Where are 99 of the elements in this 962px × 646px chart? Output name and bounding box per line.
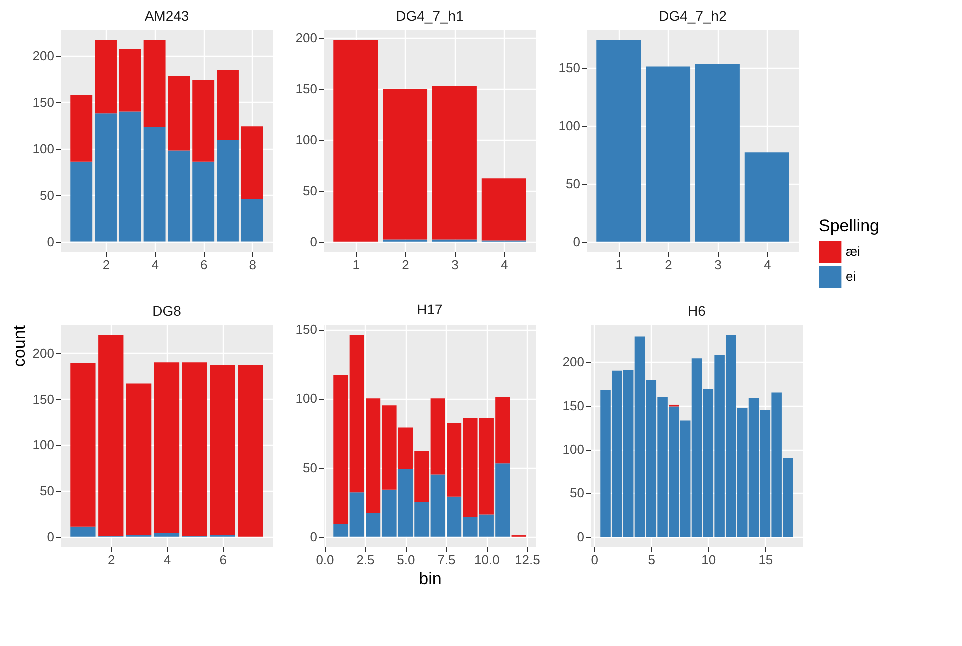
x-tick-label: 2 (665, 258, 672, 272)
y-tick-label: 150 (562, 398, 584, 414)
y-tick-label: 100 (558, 118, 580, 134)
x-tick-label: 7.5 (438, 552, 456, 568)
bar (168, 76, 190, 151)
bar (596, 40, 642, 242)
bar (646, 66, 691, 242)
bar (192, 80, 215, 162)
bar (98, 335, 124, 536)
y-tick-label: 100 (32, 141, 54, 156)
y-tick-label: 150 (32, 94, 54, 110)
legend-title: Spelling (819, 216, 880, 236)
bar (144, 40, 166, 128)
bar (210, 365, 236, 536)
y-tick-label: 200 (296, 30, 318, 46)
bar (182, 362, 208, 536)
bar (334, 375, 348, 524)
y-tick-label: 200 (32, 48, 54, 64)
bar (70, 95, 93, 162)
bar (144, 128, 166, 242)
chart-title: DG4_7_h2 (659, 8, 728, 24)
x-tick-label: 15 (758, 552, 774, 568)
y-tick-label: 0 (47, 529, 54, 544)
y-tick-label: 0 (310, 529, 318, 544)
bar (154, 533, 180, 537)
bar (126, 384, 152, 536)
x-tick-label: 2 (108, 552, 116, 568)
chart-title: DG4_7_h1 (396, 8, 464, 24)
x-tick-label: 2.5 (356, 552, 375, 568)
x-tick-label: 6 (220, 552, 227, 568)
x-tick-label: 4 (164, 552, 172, 568)
x-tick-label: 2 (102, 258, 110, 272)
x-tick-label: 5.0 (397, 552, 416, 568)
chart-title: H6 (688, 303, 706, 319)
y-tick-label: 200 (32, 346, 54, 361)
bar (95, 114, 117, 242)
y-tick-label: 150 (296, 82, 318, 97)
y-tick-label: 0 (573, 234, 580, 250)
y-tick-label: 50 (570, 486, 584, 501)
legend-label: ei (846, 269, 856, 284)
y-tick-label: 100 (32, 438, 54, 453)
y-tick-label: 50 (40, 188, 54, 203)
bar (334, 524, 348, 537)
y-tick-label: 100 (296, 132, 318, 148)
bar (695, 64, 740, 242)
bar (70, 364, 96, 527)
y-tick-label: 50 (40, 484, 54, 499)
x-tick-label: 12.5 (515, 552, 540, 568)
bar (70, 526, 96, 537)
y-tick-label: 0 (47, 234, 54, 250)
x-tick-label: 1 (352, 258, 360, 272)
bar (744, 152, 790, 242)
bar (154, 362, 180, 534)
bar (432, 86, 477, 240)
legend-label: æi (846, 244, 861, 260)
x-tick-label: 8 (249, 258, 257, 272)
y-axis-title: count (10, 325, 29, 368)
chart-title: AM243 (144, 8, 190, 24)
y-tick-label: 100 (562, 442, 584, 458)
x-tick-label: 3 (452, 258, 459, 272)
bar (334, 40, 378, 242)
bar (70, 162, 93, 242)
chart-title: H17 (417, 302, 444, 318)
bar (217, 70, 239, 141)
x-tick-label: 6 (200, 258, 208, 272)
x-tick-label: 4 (501, 258, 508, 272)
y-tick-label: 50 (303, 183, 318, 198)
x-tick-label: 5 (648, 552, 656, 568)
x-tick-label: 3 (714, 258, 722, 272)
y-tick-label: 50 (303, 460, 318, 476)
bar (119, 112, 142, 242)
bar (482, 178, 526, 241)
x-tick-label: 10.0 (474, 552, 500, 568)
y-tick-label: 0 (577, 529, 584, 544)
bar (383, 89, 428, 240)
x-tick-label: 0.0 (316, 552, 334, 568)
bar (192, 162, 215, 242)
bar (238, 365, 264, 537)
y-tick-label: 0 (310, 234, 318, 250)
y-tick-label: 100 (296, 391, 318, 406)
bar (119, 50, 142, 112)
x-tick-label: 2 (402, 258, 410, 272)
y-tick-label: 150 (32, 392, 54, 407)
chart-title: DG8 (152, 303, 182, 319)
x-tick-label: 10 (702, 552, 716, 568)
bar (168, 150, 190, 242)
x-axis-title: bin (419, 570, 442, 588)
bar (95, 40, 117, 114)
x-tick-label: 1 (616, 258, 623, 272)
bar (241, 126, 264, 200)
x-tick-label: 4 (152, 258, 159, 272)
bar (217, 140, 239, 242)
x-tick-label: 4 (764, 258, 772, 272)
bar (241, 199, 264, 242)
y-tick-label: 150 (558, 60, 580, 76)
y-tick-label: 200 (562, 354, 584, 370)
y-tick-label: 50 (566, 176, 580, 192)
x-tick-label: 0 (591, 552, 598, 568)
y-tick-label: 150 (296, 322, 318, 338)
